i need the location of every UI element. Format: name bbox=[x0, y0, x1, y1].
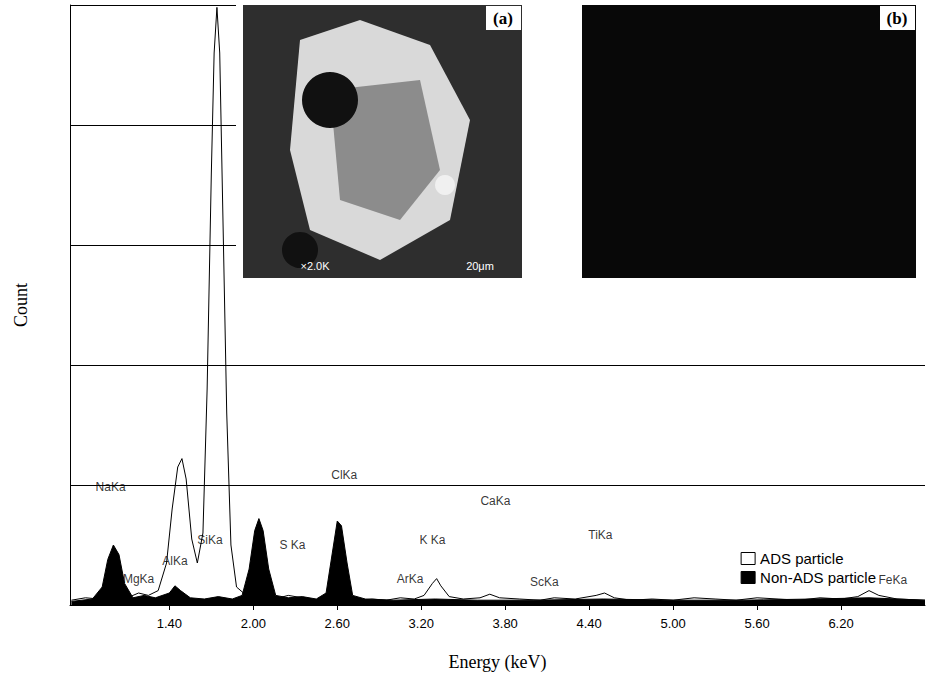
svg-text:TiKa: TiKa bbox=[588, 528, 613, 542]
svg-text:FeKa: FeKa bbox=[878, 573, 907, 587]
svg-text:Count: Count bbox=[11, 283, 31, 327]
svg-text:3.20: 3.20 bbox=[409, 616, 434, 631]
svg-text:ClKa: ClKa bbox=[331, 468, 357, 482]
svg-text:(a): (a) bbox=[493, 9, 513, 28]
svg-text:CaKa: CaKa bbox=[480, 494, 510, 508]
svg-text:S Ka: S Ka bbox=[279, 538, 305, 552]
svg-text:Non-ADS particle: Non-ADS particle bbox=[760, 569, 876, 586]
svg-text:2.00: 2.00 bbox=[241, 616, 266, 631]
svg-text:6.20: 6.20 bbox=[828, 616, 853, 631]
svg-text:NaKa: NaKa bbox=[96, 480, 126, 494]
svg-text:3.80: 3.80 bbox=[493, 616, 518, 631]
svg-text:5.00: 5.00 bbox=[660, 616, 685, 631]
svg-text:ScKa: ScKa bbox=[530, 575, 559, 589]
svg-text:SiKa: SiKa bbox=[197, 533, 223, 547]
svg-text:AlKa: AlKa bbox=[162, 554, 188, 568]
svg-text:ADS particle: ADS particle bbox=[760, 550, 843, 567]
svg-text:K Ka: K Ka bbox=[419, 533, 445, 547]
svg-text:ArKa: ArKa bbox=[397, 572, 424, 586]
svg-text:×2.0K: ×2.0K bbox=[300, 260, 330, 272]
svg-text:1.40: 1.40 bbox=[157, 616, 182, 631]
svg-text:5.60: 5.60 bbox=[744, 616, 769, 631]
svg-text:MgKa: MgKa bbox=[123, 572, 155, 586]
svg-text:2.60: 2.60 bbox=[325, 616, 350, 631]
svg-text:(b): (b) bbox=[887, 9, 908, 28]
svg-text:Energy (keV): Energy (keV) bbox=[448, 652, 546, 673]
svg-text:20μm: 20μm bbox=[466, 260, 494, 272]
svg-text:4.40: 4.40 bbox=[577, 616, 602, 631]
